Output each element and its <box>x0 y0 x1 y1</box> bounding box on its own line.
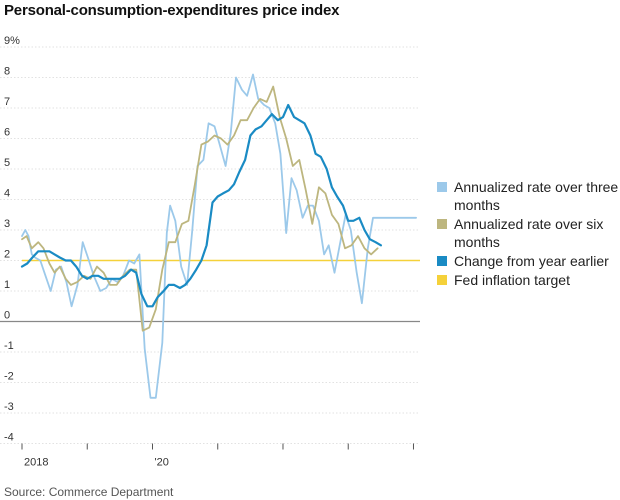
y-tick-label-5: 5 <box>4 157 10 169</box>
legend-label-fed-target: Fed inflation target <box>454 272 570 288</box>
source-note: Source: Commerce Department <box>4 485 174 499</box>
y-tick-label-neg1: -1 <box>4 340 14 352</box>
y-tick-label-8: 8 <box>4 66 10 78</box>
legend-item-year-earlier: Change from year earlier <box>437 252 619 270</box>
y-tick-label-3: 3 <box>4 218 10 230</box>
grid-lines <box>0 46 420 444</box>
series-lines <box>20 73 420 399</box>
y-tick-label-1: 1 <box>4 279 10 291</box>
x-tick-label-2018: 2018 <box>24 457 48 469</box>
legend-item-three-month: Annualized rate over three months <box>437 178 619 214</box>
legend-label-three-month: Annualized rate over three months <box>454 179 619 213</box>
legend-label-year-earlier: Change from year earlier <box>454 253 609 269</box>
x-tick-label-2020: '20 <box>154 457 168 469</box>
y-axis-labels: 9% 8 7 6 5 4 3 2 1 0 -1 -2 -3 -4 <box>4 35 20 444</box>
y-tick-label-9: 9% <box>4 35 20 47</box>
chart-title: Personal-consumption-expenditures price … <box>4 2 340 19</box>
legend-item-six-month: Annualized rate over six months <box>437 215 619 251</box>
y-tick-label-neg2: -2 <box>4 371 14 383</box>
legend: Annualized rate over three months Annual… <box>437 178 619 290</box>
y-tick-label-neg3: -3 <box>4 401 14 413</box>
legend-swatch-year-earlier <box>437 256 447 266</box>
y-tick-label-2: 2 <box>4 249 10 261</box>
legend-swatch-three-month <box>437 182 447 192</box>
y-tick-label-6: 6 <box>4 127 10 139</box>
legend-swatch-fed-target <box>437 275 447 285</box>
legend-label-six-month: Annualized rate over six months <box>454 216 604 250</box>
y-tick-label-neg4: -4 <box>4 432 14 444</box>
y-tick-label-7: 7 <box>4 96 10 108</box>
legend-item-fed-target: Fed inflation target <box>437 271 619 289</box>
legend-swatch-six-month <box>437 219 447 229</box>
x-axis-ticks: 2018 '20 <box>21 443 414 469</box>
series-line-year-earlier <box>20 103 382 308</box>
series-line-six-month <box>21 85 379 332</box>
y-tick-label-4: 4 <box>4 188 10 200</box>
y-tick-label-0: 0 <box>4 310 10 322</box>
